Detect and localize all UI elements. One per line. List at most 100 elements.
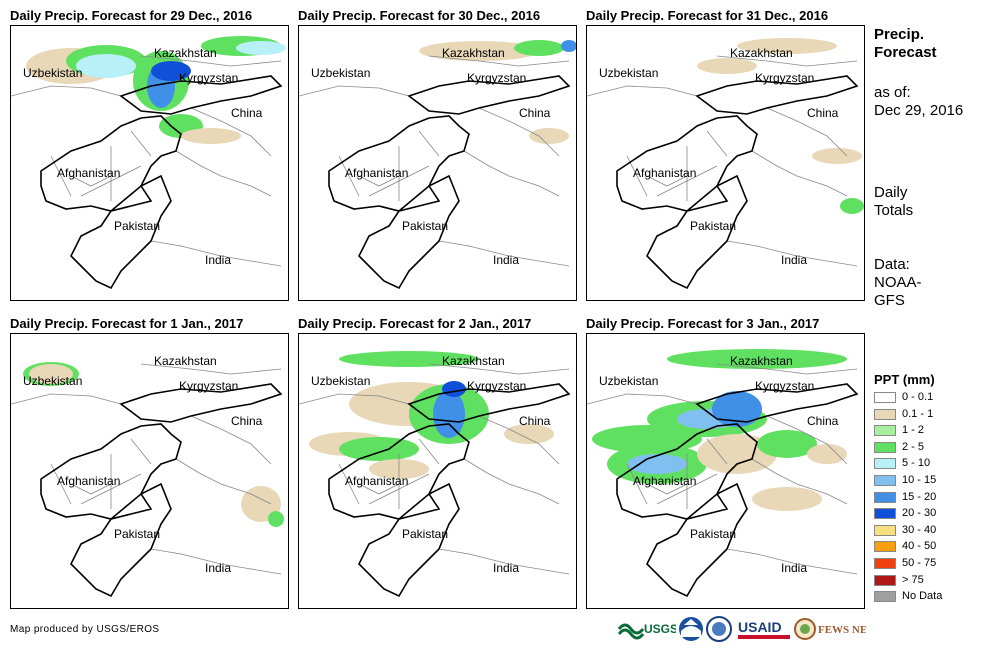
legend-swatch (874, 591, 896, 603)
country-outline (695, 383, 859, 423)
map-label-kyrgyzstan: Kyrgyzstan (467, 379, 527, 393)
boundary-line (358, 175, 400, 187)
map-label-china: China (231, 414, 263, 428)
legend-label: 0 - 0.1 (902, 391, 934, 403)
map-label-india: India (205, 253, 232, 267)
legend-label: 30 - 40 (902, 523, 937, 536)
boundary-line (140, 55, 282, 67)
boundary-line (656, 473, 718, 505)
legend-swatch (874, 524, 896, 536)
map-label-kazakhstan: Kazakhstan (154, 354, 217, 368)
precip-area (76, 54, 136, 78)
map-label-kyrgyzstan: Kyrgyzstan (179, 71, 239, 85)
country-outline (328, 423, 470, 520)
precip-area (504, 424, 554, 444)
boundary-line (11, 393, 122, 405)
footer-credit: Map produced by USGS/EROS (10, 624, 160, 635)
map-label-india: India (205, 561, 232, 575)
map-label-kazakhstan: Kazakhstan (730, 46, 793, 60)
legend-title: PPT (mm) (874, 372, 935, 387)
boundary-line (751, 150, 848, 197)
precip-area (181, 128, 241, 144)
boundary-line (130, 130, 152, 157)
boundary-line (428, 55, 570, 67)
legend-label: No Data (902, 590, 943, 603)
boundary-line (716, 363, 858, 375)
map-drawing (11, 36, 286, 290)
boundary-line (766, 107, 848, 157)
logo-bar: USGS USAID FEWS NET (618, 615, 868, 645)
boundary-line (150, 240, 282, 267)
forecast-panel-3: Daily Precip. Forecast for 31 Dec., 2016… (586, 8, 865, 302)
map-label-india: India (781, 253, 808, 267)
map-label-kazakhstan: Kazakhstan (154, 46, 217, 60)
legend-label: 5 - 10 (902, 457, 931, 470)
boundary-line (751, 458, 848, 505)
map-label-uzbekistan: Uzbekistan (23, 374, 83, 388)
map-label-pakistan: Pakistan (402, 527, 449, 541)
boundary-line (463, 458, 560, 505)
precip-area (433, 390, 465, 438)
map-drawing (587, 349, 859, 598)
legend-label: 0.1 - 1 (902, 407, 934, 420)
boundary-line (438, 548, 570, 575)
precip-area (697, 58, 757, 74)
boundary-line (766, 415, 848, 465)
fewsnet-logo: FEWS NET (794, 618, 866, 640)
precip-area (561, 40, 576, 52)
boundary-line (726, 240, 858, 267)
panel-title: Daily Precip. Forecast for 1 Jan., 2017 (10, 316, 244, 331)
precip-map: Kazakhstan Uzbekistan Kyrgyzstan China Afgha… (10, 333, 289, 609)
boundary-line (80, 165, 142, 197)
boundary-line (150, 548, 282, 575)
legend-label: 15 - 20 (902, 490, 937, 503)
map-label-afghanistan: Afghanistan (57, 474, 121, 488)
boundary-line (140, 363, 282, 375)
country-outline (358, 174, 460, 290)
boundary-line (368, 165, 430, 197)
precip-area (840, 198, 864, 214)
side-title: Precip. Forecast (874, 26, 937, 61)
country-outline (40, 423, 182, 520)
svg-text:FEWS NET: FEWS NET (818, 624, 866, 636)
boundary-line (587, 393, 698, 405)
legend-label: 50 - 75 (902, 557, 937, 569)
map-label-china: China (807, 414, 839, 428)
forecast-panel-6: Daily Precip. Forecast for 3 Jan., 2017 … (586, 316, 865, 610)
map-label-china: China (519, 414, 551, 428)
legend-label: 2 - 5 (902, 440, 925, 453)
boundary-line (478, 415, 560, 465)
precip-map: Kazakhstan Uzbekistan Kyrgyzstan China Afgha… (586, 333, 865, 609)
boundary-line (726, 548, 858, 575)
boundary-line (70, 483, 112, 495)
precip-area (627, 454, 687, 474)
forecast-panel-5: Daily Precip. Forecast for 2 Jan., 2017 … (298, 316, 577, 610)
usaid-logo: USAID (738, 619, 790, 639)
boundary-line (175, 458, 272, 505)
boundary-line (358, 483, 400, 495)
precip-map: Kazakhstan Uzbekistan Kyrgyzstan China Afgha… (298, 25, 577, 301)
legend-label: > 75 (902, 573, 924, 586)
map-label-china: China (519, 106, 551, 120)
boundary-line (190, 415, 272, 465)
boundary-line (368, 473, 430, 505)
map-label-kazakhstan: Kazakhstan (442, 46, 505, 60)
precip-area (236, 41, 286, 55)
boundary-line (478, 107, 560, 157)
map-label-china: China (807, 106, 839, 120)
boundary-line (299, 85, 410, 97)
map-label-pakistan: Pakistan (114, 219, 161, 233)
boundary-line (646, 175, 688, 187)
map-label-kyrgyzstan: Kyrgyzstan (755, 379, 815, 393)
precip-map: Kazakhstan Uzbekistan Kyrgyzstan China Afgha… (10, 25, 289, 301)
boundary-line (463, 150, 560, 197)
precip-area (29, 364, 73, 384)
svg-text:USGS: USGS (644, 622, 676, 636)
boundary-line (646, 483, 688, 495)
country-outline (70, 174, 172, 290)
map-label-uzbekistan: Uzbekistan (23, 66, 83, 80)
legend-swatch (874, 541, 896, 553)
country-outline (119, 75, 283, 115)
legend-swatch (874, 458, 896, 470)
map-label-china: China (231, 106, 263, 120)
